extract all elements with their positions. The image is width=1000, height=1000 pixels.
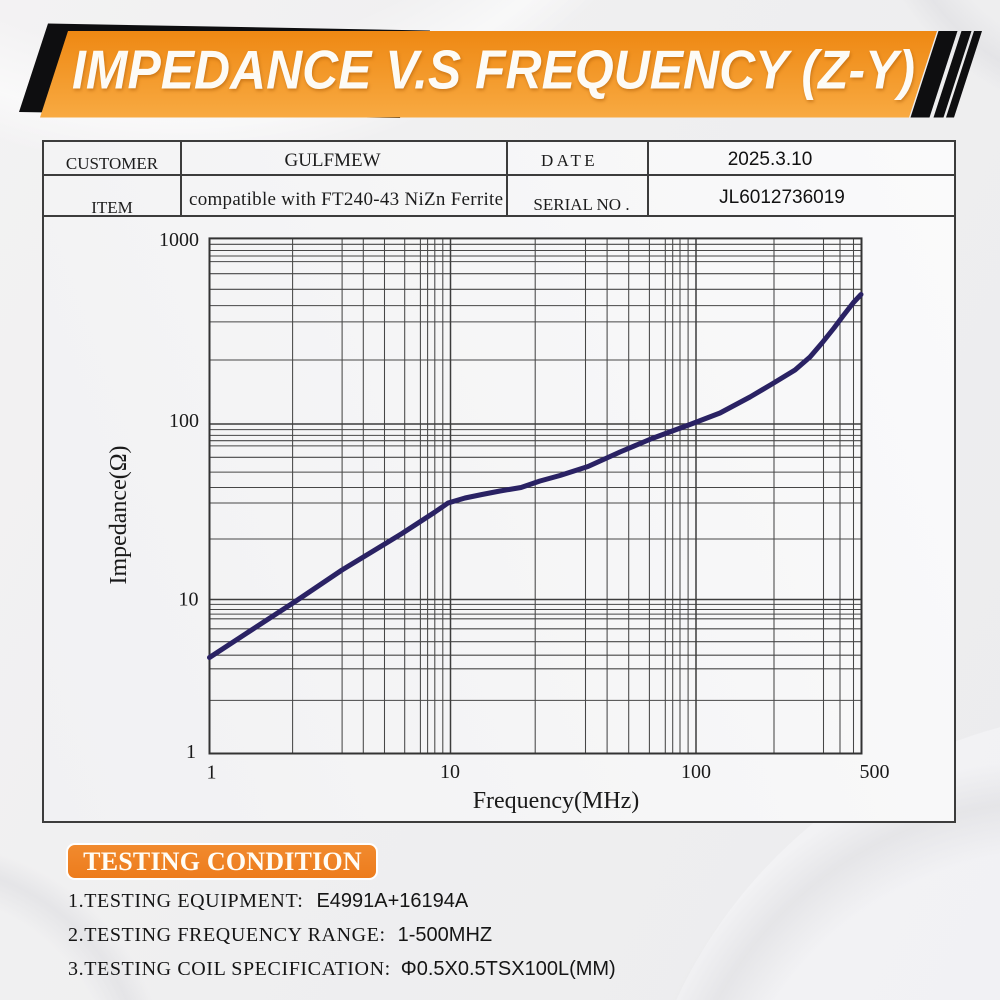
svg-text:100: 100 — [169, 410, 199, 432]
svg-text:1000: 1000 — [159, 229, 199, 251]
svg-text:10: 10 — [179, 589, 199, 611]
svg-text:IMPEDANCE V.S FREQUENCY (Z-Y): IMPEDANCE V.S FREQUENCY (Z-Y) — [72, 39, 915, 101]
svg-text:1: 1 — [207, 762, 217, 784]
svg-text:1: 1 — [186, 741, 196, 763]
svg-text:Impedance(Ω): Impedance(Ω) — [106, 445, 132, 584]
svg-text:500: 500 — [860, 761, 890, 783]
svg-text:Frequency(MHz): Frequency(MHz) — [473, 788, 640, 814]
svg-text:100: 100 — [681, 761, 711, 783]
svg-text:10: 10 — [440, 761, 460, 783]
